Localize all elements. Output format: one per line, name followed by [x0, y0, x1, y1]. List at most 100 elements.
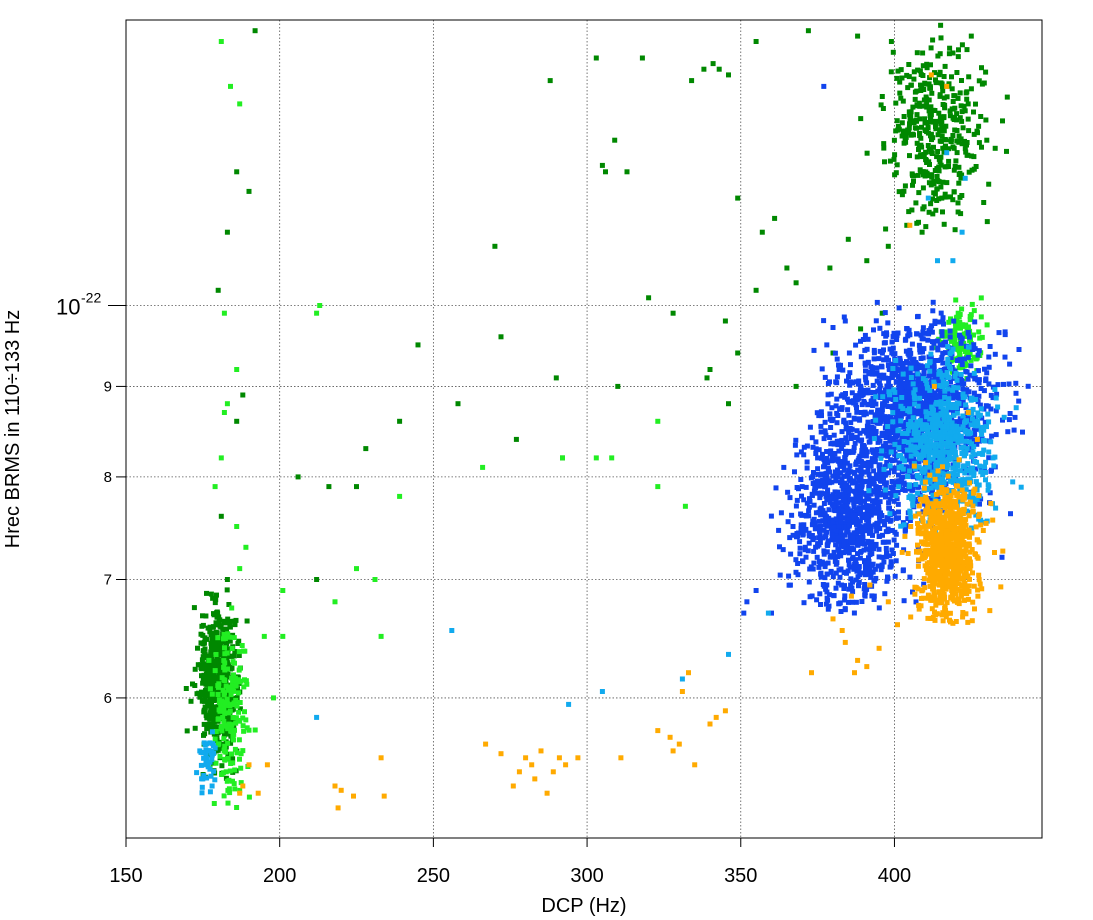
data-point [863, 377, 869, 383]
data-point [865, 427, 871, 433]
data-point [938, 80, 944, 86]
data-point [972, 346, 978, 352]
data-point [970, 570, 975, 576]
data-point [816, 413, 822, 419]
data-point [894, 413, 900, 419]
data-point [235, 686, 240, 692]
data-point [941, 149, 947, 155]
data-point [974, 441, 980, 447]
data-point [986, 181, 992, 187]
data-point [868, 523, 873, 529]
data-point [966, 389, 972, 395]
data-point [879, 310, 885, 316]
data-point [911, 422, 916, 428]
data-point [209, 691, 215, 697]
data-point [221, 748, 227, 754]
data-point [877, 533, 883, 539]
data-point [950, 197, 956, 203]
data-point [870, 532, 875, 538]
data-point [821, 583, 827, 589]
data-point [839, 446, 845, 451]
data-point [941, 321, 946, 327]
data-point [230, 715, 236, 720]
data-point [953, 325, 959, 331]
data-point [958, 433, 964, 439]
data-point [954, 70, 960, 75]
data-point [859, 402, 865, 408]
data-point [873, 429, 879, 434]
data-point [933, 207, 939, 213]
data-point [821, 501, 827, 506]
data-point [887, 463, 893, 469]
data-point [904, 72, 910, 78]
data-point [945, 462, 951, 468]
data-point [948, 316, 953, 322]
data-point [233, 720, 239, 726]
data-point [923, 94, 929, 100]
data-point [916, 557, 922, 563]
data-point [858, 326, 864, 332]
data-point [928, 133, 933, 139]
data-point [976, 329, 982, 335]
data-point [903, 401, 909, 407]
data-point [966, 334, 972, 340]
data-point [915, 67, 921, 73]
data-point [814, 597, 820, 603]
data-point [952, 227, 958, 233]
data-point [889, 485, 895, 491]
data-point [886, 470, 891, 476]
data-point [829, 405, 835, 411]
data-point [973, 524, 979, 530]
data-point [810, 481, 816, 486]
data-point [211, 768, 217, 774]
data-point [916, 437, 922, 443]
data-point [984, 137, 990, 143]
data-point [958, 588, 964, 594]
data-point [921, 152, 927, 157]
data-point [892, 389, 898, 395]
data-point [204, 590, 209, 596]
data-point [971, 452, 977, 458]
data-point [871, 546, 877, 552]
data-point [881, 340, 887, 346]
data-point [211, 658, 217, 664]
data-point [866, 483, 872, 488]
data-point [363, 446, 369, 452]
data-point [1004, 94, 1010, 100]
data-point [952, 114, 957, 120]
data-point [987, 490, 993, 496]
data-point [936, 179, 942, 185]
data-point [798, 449, 804, 455]
data-point [935, 472, 941, 478]
data-point [909, 207, 915, 213]
data-point [449, 628, 455, 633]
data-point [920, 519, 926, 525]
data-point [847, 522, 852, 528]
data-point [832, 350, 838, 356]
data-point [962, 138, 967, 144]
data-point [829, 533, 835, 539]
data-point [816, 542, 822, 548]
data-point [993, 408, 999, 414]
data-point [921, 204, 927, 210]
data-point [867, 439, 873, 445]
data-point [838, 553, 844, 559]
data-point [972, 432, 978, 438]
data-point [919, 124, 924, 130]
data-point [933, 433, 939, 439]
data-point [968, 86, 974, 92]
data-point [958, 340, 964, 346]
data-point [983, 469, 988, 475]
data-point [983, 117, 989, 123]
data-point [222, 660, 228, 666]
data-point [894, 496, 900, 502]
data-point [901, 408, 907, 414]
data-point [208, 725, 214, 730]
data-point [886, 419, 892, 425]
data-point [891, 498, 897, 504]
data-point [865, 401, 871, 407]
data-point [910, 415, 916, 421]
data-point [786, 573, 792, 579]
data-point [929, 594, 935, 600]
data-point [950, 427, 956, 432]
